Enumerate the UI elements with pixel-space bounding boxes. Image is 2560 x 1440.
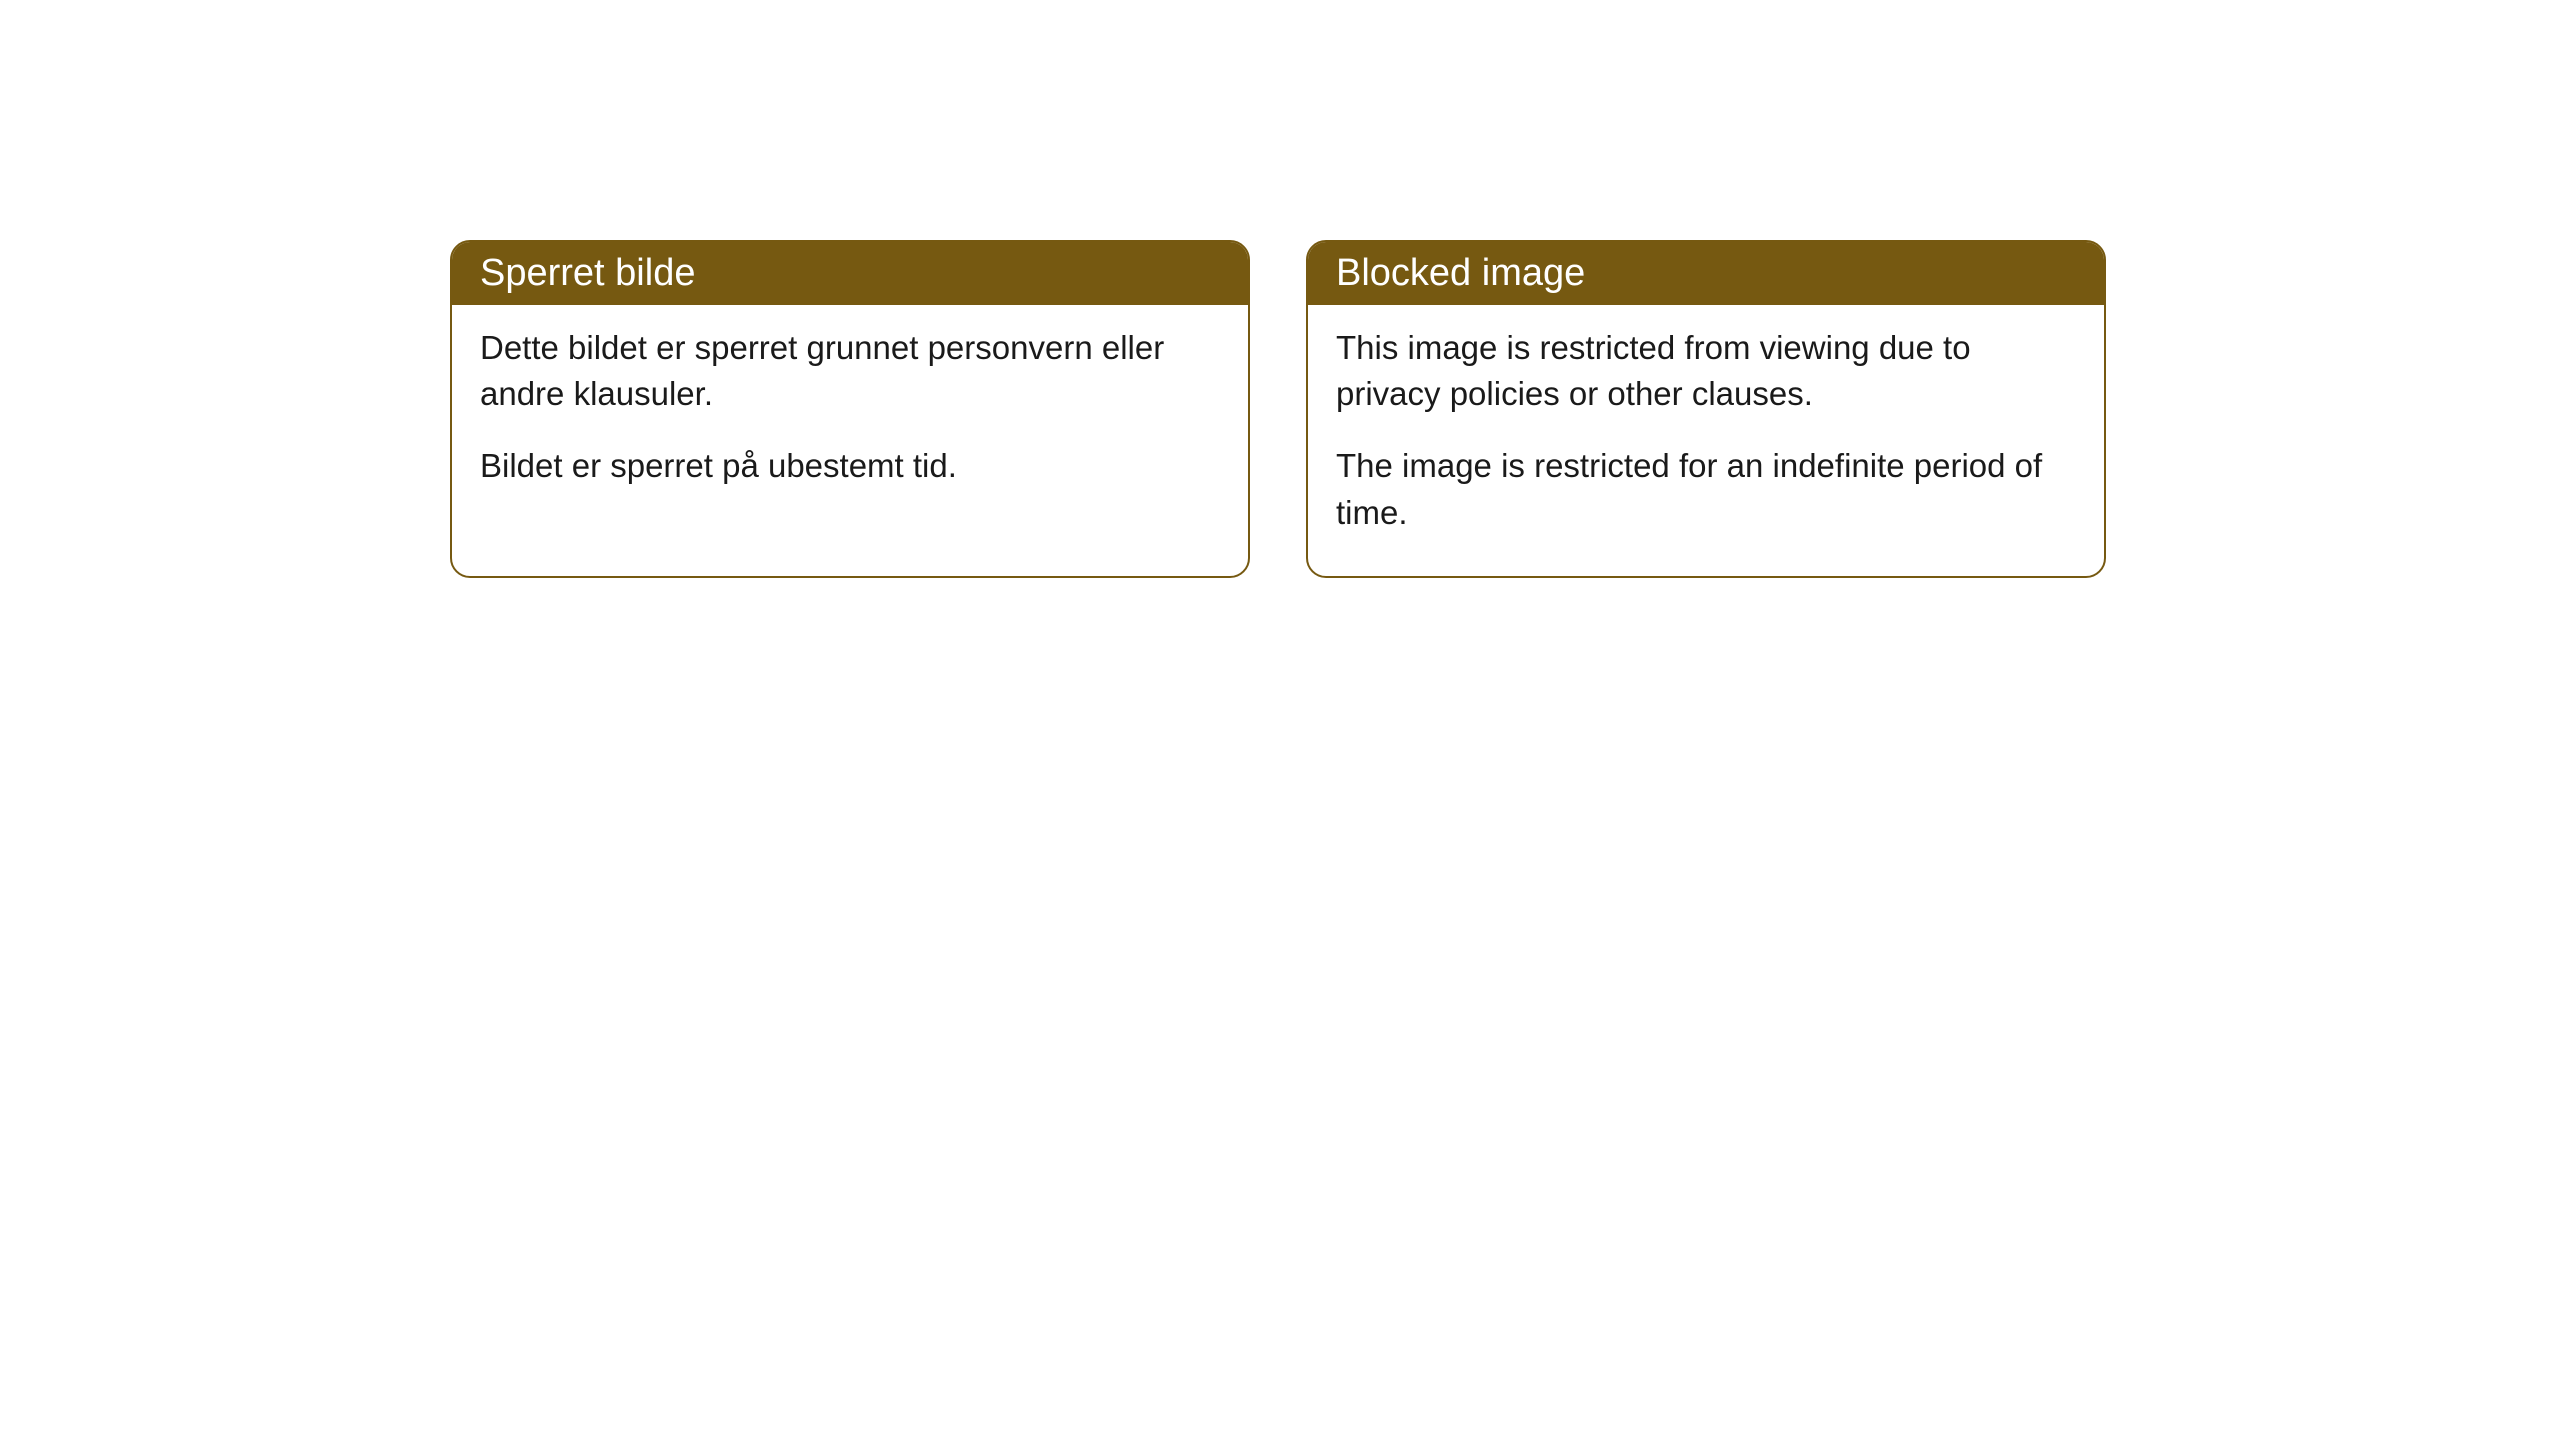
card-text-2: The image is restricted for an indefinit… (1336, 443, 2076, 535)
card-header-norwegian: Sperret bilde (452, 242, 1248, 305)
card-english: Blocked image This image is restricted f… (1306, 240, 2106, 578)
card-norwegian: Sperret bilde Dette bildet er sperret gr… (450, 240, 1250, 578)
card-text-1: This image is restricted from viewing du… (1336, 325, 2076, 417)
card-header-english: Blocked image (1308, 242, 2104, 305)
cards-container: Sperret bilde Dette bildet er sperret gr… (450, 240, 2110, 578)
card-text-2: Bildet er sperret på ubestemt tid. (480, 443, 1220, 489)
card-body-norwegian: Dette bildet er sperret grunnet personve… (452, 305, 1248, 530)
card-body-english: This image is restricted from viewing du… (1308, 305, 2104, 576)
card-text-1: Dette bildet er sperret grunnet personve… (480, 325, 1220, 417)
